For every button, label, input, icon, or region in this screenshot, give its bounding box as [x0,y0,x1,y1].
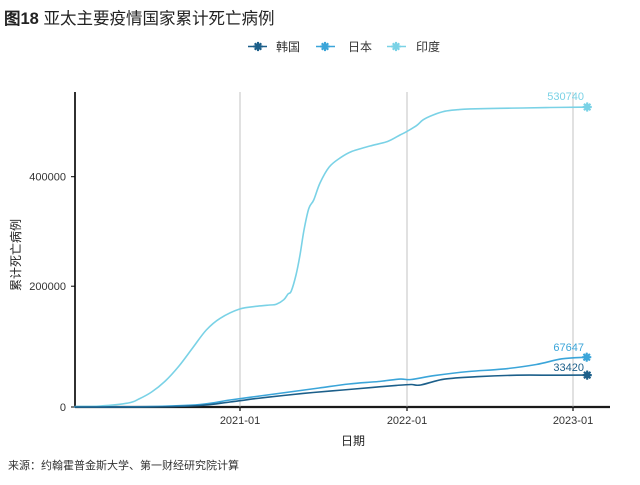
svg-text:0: 0 [60,402,66,414]
svg-text:2022-01: 2022-01 [387,415,427,427]
svg-text:印度: 印度 [416,39,440,54]
svg-text:530740: 530740 [547,91,584,103]
svg-text:2021-01: 2021-01 [220,415,260,427]
svg-text:400000: 400000 [29,172,66,184]
svg-text:累计死亡病例: 累计死亡病例 [8,219,23,291]
svg-text:33420: 33420 [553,362,584,374]
svg-text:2023-01: 2023-01 [553,415,593,427]
svg-text:韩国: 韩国 [276,39,300,54]
svg-text:200000: 200000 [29,281,66,293]
svg-text:日期: 日期 [341,434,365,448]
svg-text:67647: 67647 [553,342,584,354]
svg-text:日本: 日本 [348,40,372,54]
